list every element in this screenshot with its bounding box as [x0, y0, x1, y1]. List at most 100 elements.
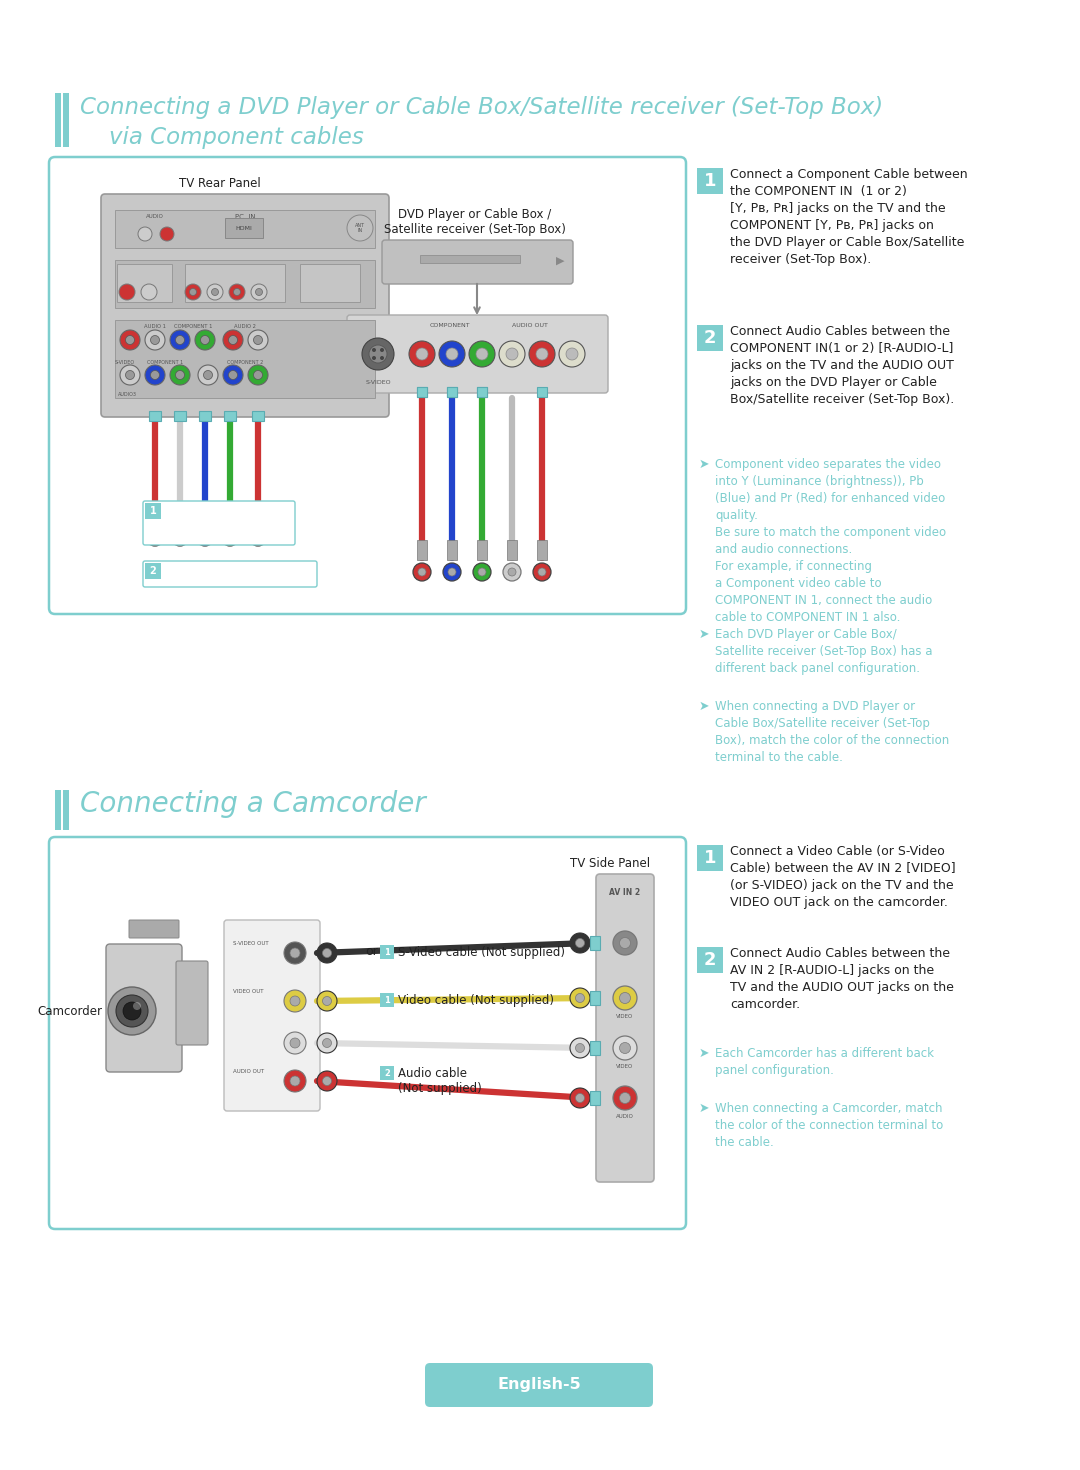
- Bar: [114, 320, 375, 398]
- Circle shape: [570, 1088, 590, 1108]
- Circle shape: [221, 528, 239, 545]
- Bar: [114, 260, 375, 309]
- Bar: [225, 506, 235, 525]
- FancyBboxPatch shape: [102, 194, 389, 417]
- Text: AUDIO3: AUDIO3: [118, 392, 136, 397]
- Circle shape: [251, 284, 267, 300]
- Bar: [590, 991, 600, 1005]
- Circle shape: [207, 284, 222, 300]
- Text: COMPONENT 1: COMPONENT 1: [174, 323, 213, 329]
- Circle shape: [416, 348, 428, 360]
- Circle shape: [443, 563, 461, 581]
- Circle shape: [125, 335, 135, 344]
- Bar: [417, 387, 427, 397]
- Circle shape: [323, 997, 332, 1005]
- Circle shape: [226, 534, 234, 541]
- Circle shape: [559, 341, 585, 368]
- FancyBboxPatch shape: [49, 157, 686, 614]
- Bar: [590, 1041, 600, 1055]
- Circle shape: [284, 989, 306, 1011]
- Circle shape: [185, 284, 201, 300]
- Circle shape: [620, 992, 631, 1004]
- Bar: [149, 412, 161, 420]
- Text: 2: 2: [150, 566, 157, 576]
- Bar: [300, 265, 360, 301]
- Bar: [224, 412, 237, 420]
- Circle shape: [576, 1094, 584, 1102]
- Circle shape: [372, 348, 376, 351]
- Text: S-Video cable (Not supplied): S-Video cable (Not supplied): [399, 947, 565, 958]
- Circle shape: [195, 329, 215, 350]
- Circle shape: [284, 1070, 306, 1092]
- Circle shape: [141, 284, 157, 300]
- Text: Video cable (Not supplied): Video cable (Not supplied): [399, 994, 554, 1007]
- FancyBboxPatch shape: [176, 961, 208, 1045]
- Text: AUDIO 2: AUDIO 2: [234, 323, 256, 329]
- Bar: [145, 563, 161, 579]
- Bar: [55, 789, 60, 831]
- Bar: [477, 539, 487, 560]
- Text: AUDIO: AUDIO: [146, 215, 164, 219]
- Circle shape: [170, 365, 190, 385]
- Circle shape: [566, 348, 578, 360]
- Bar: [175, 506, 185, 525]
- Bar: [145, 503, 161, 519]
- Text: 1: 1: [150, 506, 157, 516]
- Circle shape: [613, 931, 637, 956]
- Text: VIDEO: VIDEO: [617, 1064, 634, 1069]
- FancyBboxPatch shape: [224, 920, 320, 1111]
- FancyBboxPatch shape: [426, 1363, 653, 1407]
- Text: When connecting a Camcorder, match
the color of the connection terminal to
the c: When connecting a Camcorder, match the c…: [715, 1102, 943, 1150]
- Bar: [447, 539, 457, 560]
- Text: Each DVD Player or Cable Box/
Satellite receiver (Set-Top Box) has a
different b: Each DVD Player or Cable Box/ Satellite …: [715, 628, 932, 675]
- Text: HDMI: HDMI: [235, 225, 253, 231]
- Text: Audio cable
(Not supplied): Audio cable (Not supplied): [399, 1067, 482, 1095]
- Bar: [199, 412, 211, 420]
- Bar: [225, 218, 264, 238]
- Text: 1: 1: [384, 995, 390, 1004]
- FancyBboxPatch shape: [347, 315, 608, 392]
- Bar: [590, 1091, 600, 1105]
- Circle shape: [613, 986, 637, 1010]
- Circle shape: [413, 563, 431, 581]
- Text: 2: 2: [704, 329, 716, 347]
- Text: ▶: ▶: [556, 256, 564, 266]
- Circle shape: [323, 948, 332, 957]
- FancyBboxPatch shape: [143, 501, 295, 545]
- Circle shape: [438, 341, 465, 368]
- Bar: [380, 945, 394, 958]
- Circle shape: [372, 356, 376, 360]
- Text: AV IN 2: AV IN 2: [609, 888, 640, 897]
- Bar: [537, 387, 546, 397]
- Circle shape: [576, 1044, 584, 1053]
- Circle shape: [119, 284, 135, 300]
- Circle shape: [160, 226, 174, 241]
- Circle shape: [120, 365, 140, 385]
- Circle shape: [318, 1033, 337, 1053]
- Circle shape: [229, 335, 238, 344]
- Circle shape: [613, 1086, 637, 1110]
- Text: Connect Audio Cables between the
AV IN 2 [R-AUDIO-L] jacks on the
TV and the AUD: Connect Audio Cables between the AV IN 2…: [730, 947, 954, 1011]
- Circle shape: [195, 528, 214, 545]
- Bar: [420, 254, 519, 263]
- Circle shape: [613, 1036, 637, 1060]
- Bar: [200, 506, 210, 525]
- Circle shape: [123, 1003, 141, 1020]
- Circle shape: [508, 567, 516, 576]
- Bar: [380, 994, 394, 1007]
- Circle shape: [284, 942, 306, 964]
- Bar: [507, 539, 517, 560]
- Circle shape: [116, 995, 148, 1028]
- Circle shape: [476, 348, 488, 360]
- Bar: [477, 387, 487, 397]
- Circle shape: [229, 370, 238, 379]
- Text: or: or: [365, 945, 378, 958]
- Bar: [417, 387, 427, 397]
- Bar: [63, 93, 69, 147]
- Bar: [114, 210, 375, 248]
- Text: TV Rear Panel: TV Rear Panel: [179, 176, 261, 190]
- Circle shape: [536, 348, 548, 360]
- Circle shape: [198, 365, 218, 385]
- Text: 1: 1: [704, 172, 716, 190]
- Circle shape: [201, 335, 210, 344]
